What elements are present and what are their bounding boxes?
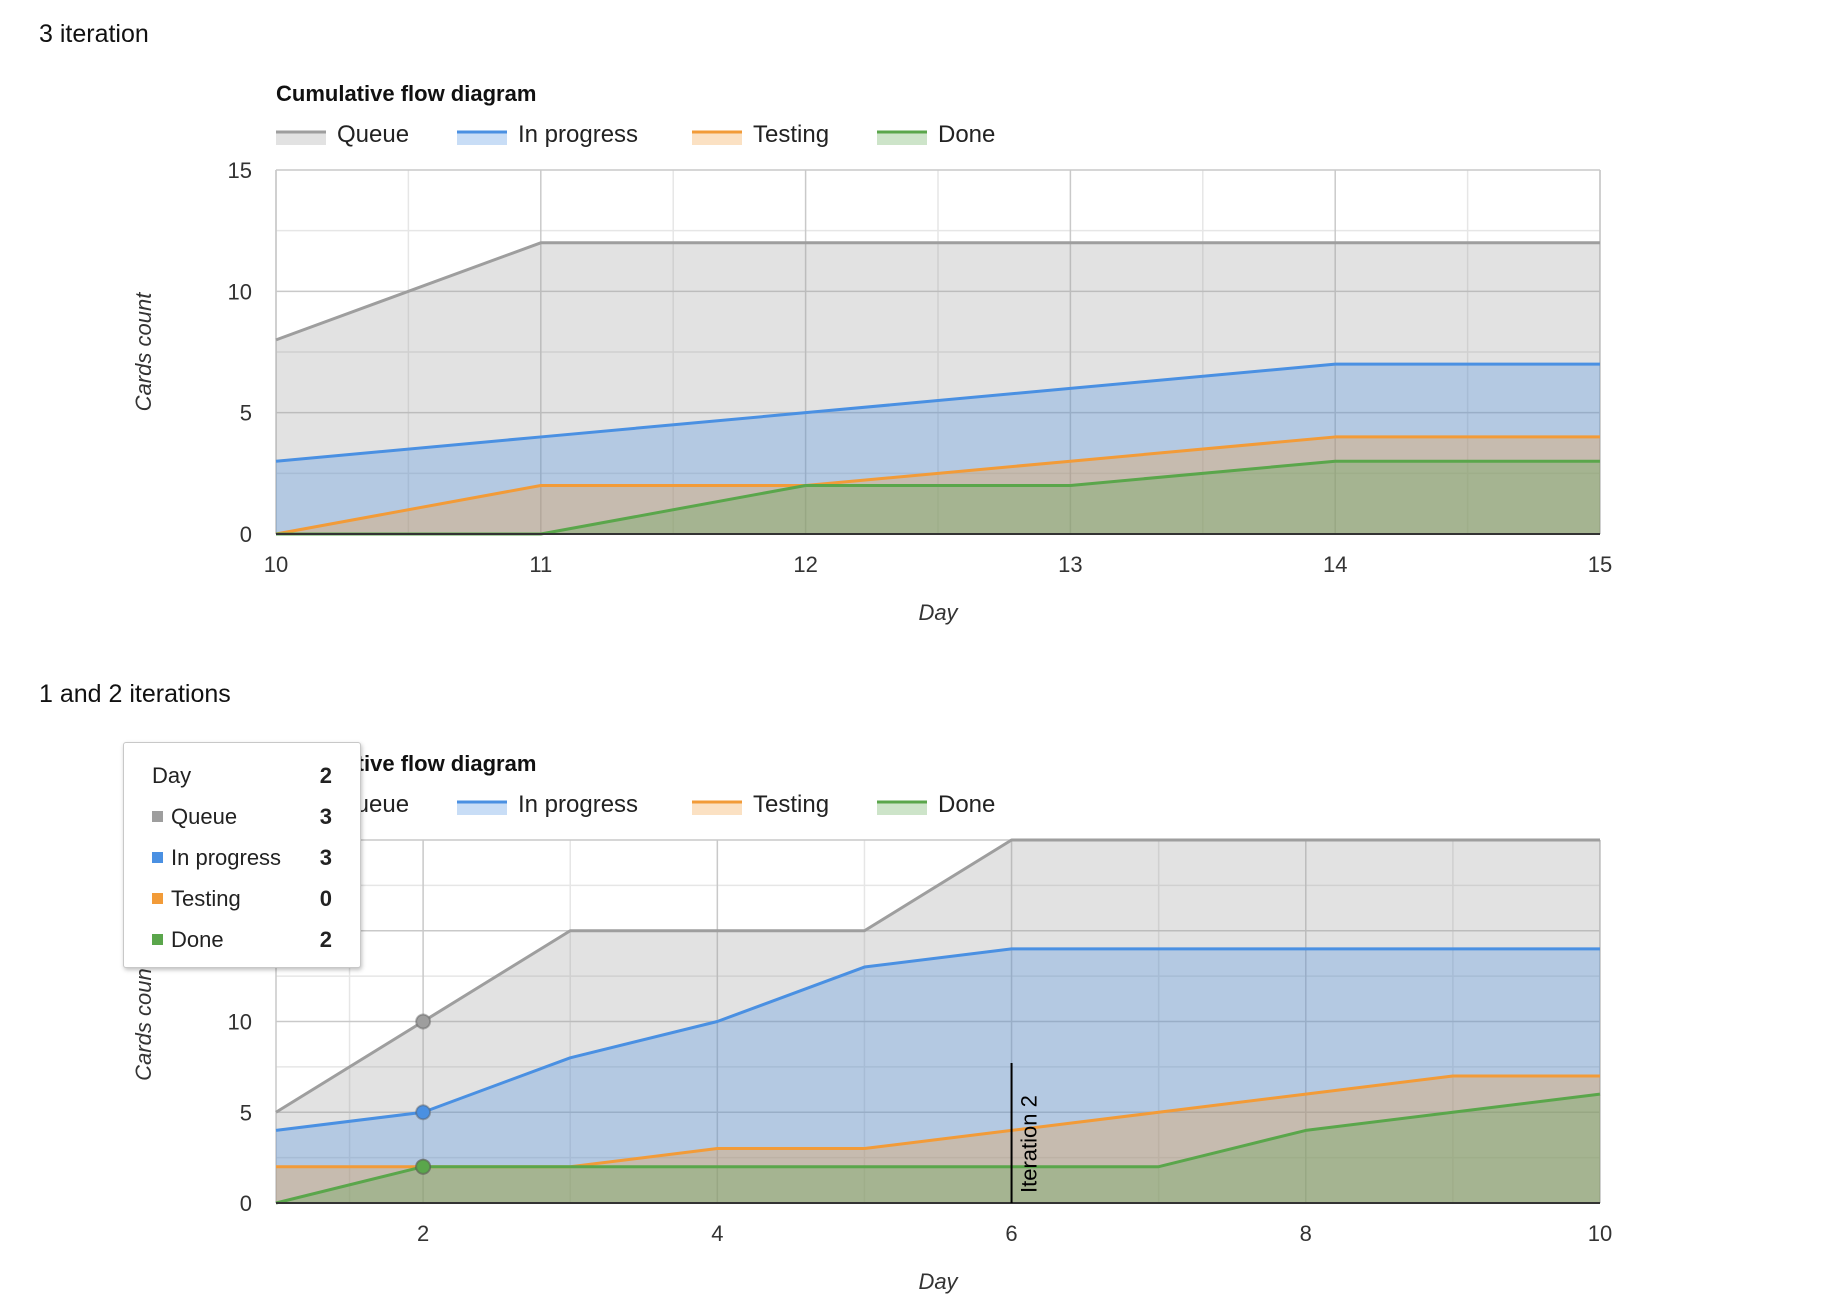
- y-tick-label: 5: [240, 1100, 252, 1125]
- x-tick-label: 4: [711, 1221, 723, 1246]
- legend-swatch-in-progress: [457, 802, 507, 815]
- area-done: [276, 1094, 1600, 1203]
- tooltip-header-row: Day 2: [152, 763, 332, 793]
- x-axis-title: Day: [918, 1269, 959, 1294]
- x-tick-label: 14: [1323, 552, 1347, 577]
- tooltip-row-queue: Queue 3: [152, 804, 332, 834]
- y-tick-label: 15: [228, 158, 252, 183]
- tooltip-value-testing: 0: [319, 886, 332, 911]
- tooltip-label-testing: Testing: [171, 886, 241, 911]
- legend-swatch-testing: [692, 802, 742, 815]
- line-done: [275, 1092, 1601, 1205]
- area-testing: [276, 1075, 1600, 1203]
- x-tick-label: 2: [417, 1221, 429, 1246]
- legend-label-testing: Testing: [753, 121, 829, 148]
- line-testing: [275, 435, 1600, 536]
- legend-swatch-queue: [276, 132, 326, 145]
- tooltip-row-done: Done 2: [152, 927, 332, 957]
- tooltip-row-testing: Testing 0: [152, 886, 332, 916]
- legend-swatch-in-progress: [457, 132, 507, 145]
- tooltip-label-in-progress: In progress: [171, 845, 282, 870]
- tooltip-value-in-progress: 3: [319, 845, 332, 870]
- x-tick-label: 11: [529, 552, 552, 577]
- line-queue: [275, 241, 1600, 342]
- chart-title: Cumulative flow diagram: [276, 81, 536, 106]
- tooltip-label-done: Done: [171, 927, 224, 952]
- y-axis-title: Cards count: [131, 961, 156, 1081]
- y-tick-label: 0: [240, 522, 252, 547]
- point-marker-done: [415, 1158, 432, 1175]
- line-queue: [275, 838, 1600, 1114]
- tooltip-row-in-progress: In progress 3: [152, 845, 332, 875]
- in-progress-swatch-icon: [152, 851, 163, 863]
- y-tick-label: 10: [228, 279, 252, 304]
- area-done: [276, 461, 1600, 534]
- y-axis-title: Cards count: [131, 292, 156, 412]
- legend-label-done: Done: [938, 791, 995, 818]
- x-tick-label: 13: [1058, 552, 1082, 577]
- x-tick-label: 15: [1588, 552, 1612, 577]
- x-axis-title: Day: [918, 600, 959, 625]
- tooltip-value-queue: 3: [319, 804, 332, 829]
- annotation-label: Iteration 2: [1017, 1095, 1042, 1193]
- line-in-progress: [275, 362, 1600, 463]
- chart-tooltip: Day 2 Queue 3 In progress 3 Testing 0 Do…: [123, 742, 361, 968]
- legend-label-done: Done: [938, 121, 995, 148]
- section-title-1-and-2-iterations: 1 and 2 iterations: [39, 680, 231, 708]
- queue-swatch-icon: [152, 810, 163, 822]
- tooltip-header-label: Day: [152, 763, 192, 788]
- legend-label-in-progress: In progress: [518, 121, 638, 148]
- legend-label-in-progress: In progress: [518, 791, 638, 818]
- legend-label-queue: Queue: [337, 121, 409, 148]
- testing-swatch-icon: [152, 892, 163, 904]
- done-swatch-icon: [152, 933, 163, 945]
- line-in-progress: [275, 947, 1600, 1132]
- tooltip-header-value: 2: [319, 763, 332, 788]
- x-tick-label: 12: [793, 552, 817, 577]
- tooltip-label-queue: Queue: [171, 804, 238, 829]
- x-tick-label: 10: [264, 552, 288, 577]
- point-marker-in-progress: [415, 1104, 432, 1121]
- area-queue: [276, 242, 1600, 535]
- y-tick-label: 0: [240, 1191, 252, 1216]
- legend-swatch-done: [877, 132, 927, 145]
- cumulative-flow-chart-iteration-3: 10 11 12 13 14 15 0 5 10 15 Day Cards count Cumulati…: [131, 81, 1612, 625]
- x-tick-label: 8: [1300, 1221, 1312, 1246]
- x-tick-label: 10: [1588, 1221, 1612, 1246]
- legend-swatch-testing: [692, 132, 742, 145]
- legend-label-testing: Testing: [753, 791, 829, 818]
- point-marker-queue: [415, 1013, 432, 1030]
- tooltip-value-done: 2: [319, 927, 332, 952]
- y-tick-label: 10: [228, 1010, 252, 1035]
- y-tick-label: 5: [240, 401, 252, 426]
- section-title-3-iteration: 3 iteration: [39, 20, 149, 48]
- x-tick-label: 6: [1005, 1221, 1017, 1246]
- legend-swatch-done: [877, 802, 927, 815]
- area-in-progress: [276, 364, 1600, 534]
